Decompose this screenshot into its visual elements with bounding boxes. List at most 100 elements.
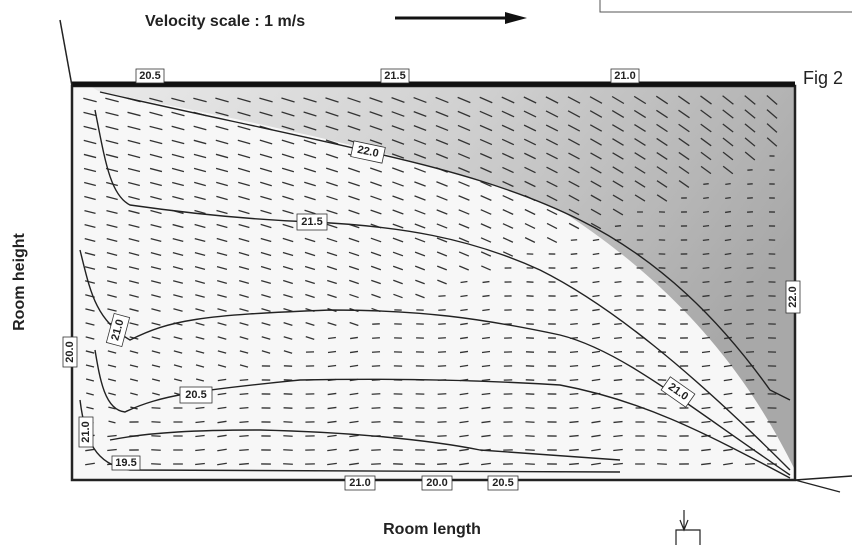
velocity-vector xyxy=(304,251,316,257)
velocity-vector xyxy=(195,322,205,326)
velocity-vector xyxy=(459,420,469,424)
velocity-vector xyxy=(723,462,733,466)
velocity-vector xyxy=(724,238,732,242)
velocity-vector xyxy=(437,407,447,409)
velocity-vector xyxy=(502,152,514,160)
velocity-vector xyxy=(349,434,359,438)
velocity-vector xyxy=(502,209,514,215)
velocity-vector xyxy=(481,462,491,466)
velocity-vector xyxy=(656,180,668,188)
velocity-vector xyxy=(501,110,515,118)
velocity-vector xyxy=(349,406,359,410)
velocity-vector xyxy=(282,265,294,271)
velocity-vector xyxy=(569,378,579,382)
velocity-vector xyxy=(237,125,251,131)
velocity-vector xyxy=(327,350,337,354)
velocity-vector xyxy=(436,195,448,201)
velocity-vector xyxy=(108,406,116,410)
velocity-vector xyxy=(173,336,183,340)
velocity-vector xyxy=(569,420,579,424)
velocity-vector xyxy=(193,125,207,131)
velocity-vector xyxy=(479,96,493,104)
velocity-vector xyxy=(106,280,118,284)
velocity-vector xyxy=(85,462,95,466)
velocity-vector xyxy=(215,111,229,117)
velocity-vector xyxy=(239,364,249,368)
velocity-vector xyxy=(568,194,580,202)
velocity-vector xyxy=(700,137,712,147)
velocity-vector xyxy=(437,279,447,285)
velocity-vector xyxy=(327,279,337,285)
velocity-vector xyxy=(746,323,754,325)
contour-label: 21.5 xyxy=(384,70,405,82)
velocity-vector xyxy=(238,237,250,243)
velocity-vector xyxy=(195,364,205,368)
velocity-vector xyxy=(349,392,359,396)
velocity-vector xyxy=(349,364,359,368)
velocity-vector xyxy=(107,448,117,452)
velocity-vector xyxy=(325,97,339,103)
velocity-vector xyxy=(722,109,734,119)
velocity-vector xyxy=(613,448,623,452)
velocity-vector xyxy=(392,251,404,257)
velocity-vector xyxy=(325,167,339,173)
velocity-vector xyxy=(766,123,778,133)
velocity-vector xyxy=(458,195,470,201)
velocity-vector xyxy=(480,195,492,201)
velocity-vector xyxy=(611,95,625,105)
velocity-vector xyxy=(480,251,492,257)
velocity-vector xyxy=(568,166,580,174)
velocity-vector xyxy=(85,350,95,354)
velocity-vector xyxy=(701,392,711,396)
velocity-vector xyxy=(195,434,205,438)
velocity-vector xyxy=(458,167,470,173)
velocity-vector xyxy=(106,181,118,187)
velocity-vector xyxy=(436,237,448,243)
velocity-vector xyxy=(216,223,228,229)
velocity-vector xyxy=(392,237,404,243)
velocity-vector xyxy=(150,223,162,229)
velocity-vector xyxy=(348,195,360,201)
velocity-vector xyxy=(172,266,184,270)
velocity-vector xyxy=(744,137,756,147)
velocity-vector xyxy=(656,109,668,119)
velocity-vector xyxy=(592,336,600,340)
velocity-vector xyxy=(724,336,732,340)
velocity-vector xyxy=(149,125,163,131)
velocity-vector xyxy=(722,151,734,161)
velocity-vector xyxy=(613,406,623,410)
velocity-vector xyxy=(702,238,710,242)
velocity-vector xyxy=(568,138,580,146)
velocity-vector xyxy=(239,434,249,438)
velocity-vector xyxy=(459,448,469,452)
velocity-vector xyxy=(722,137,734,147)
velocity-field xyxy=(83,94,778,466)
velocity-vector xyxy=(85,322,95,326)
velocity-vector xyxy=(545,124,559,132)
velocity-vector xyxy=(702,280,710,284)
velocity-vector xyxy=(260,251,272,257)
velocity-vector xyxy=(415,279,425,285)
velocity-vector xyxy=(414,223,426,229)
velocity-vector xyxy=(85,308,95,312)
velocity-vector xyxy=(655,95,669,105)
velocity-vector xyxy=(107,308,117,312)
velocity-vector xyxy=(501,138,515,146)
velocity-vector xyxy=(723,350,733,354)
velocity-vector xyxy=(590,222,602,230)
velocity-vector xyxy=(458,181,470,187)
velocity-vector xyxy=(237,97,251,103)
contour-label: 20.5 xyxy=(492,477,513,489)
velocity-vector xyxy=(391,97,405,103)
velocity-vector xyxy=(725,182,731,186)
velocity-vector xyxy=(86,406,94,410)
velocity-vector xyxy=(614,294,622,298)
velocity-vector xyxy=(722,165,734,175)
velocity-vector xyxy=(724,322,732,326)
velocity-vector xyxy=(369,125,383,131)
velocity-vector xyxy=(172,223,184,229)
velocity-vector xyxy=(370,181,382,187)
contour-label: 20.5 xyxy=(139,70,160,82)
velocity-vector xyxy=(701,350,711,354)
velocity-vector xyxy=(84,223,96,229)
